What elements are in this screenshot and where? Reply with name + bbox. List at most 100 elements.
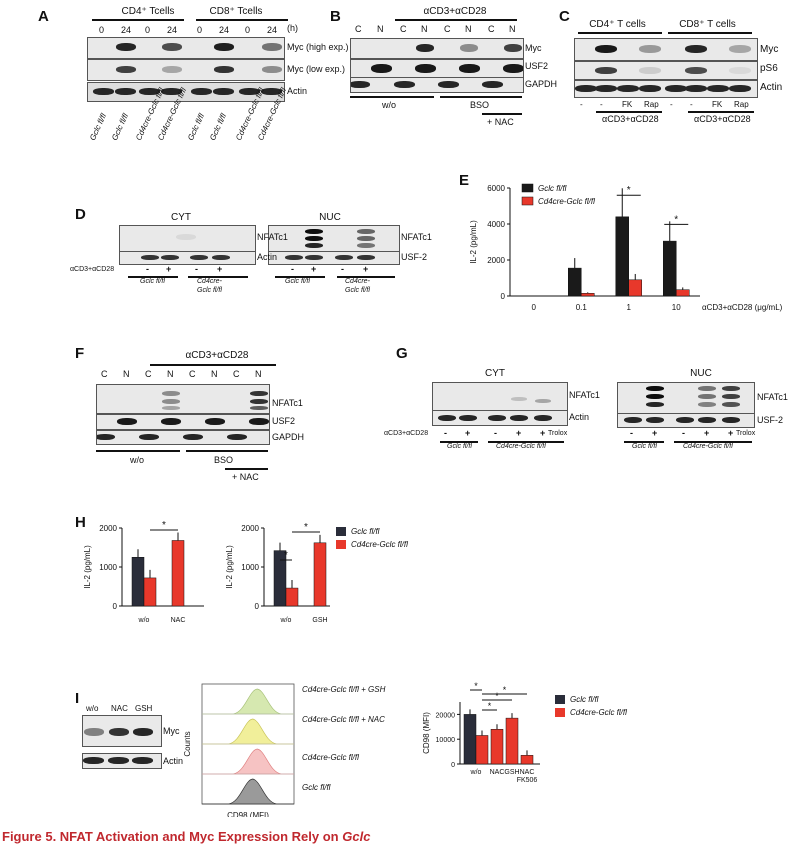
blot-band	[212, 255, 230, 260]
panel-d-sign-nuc-1: +	[311, 264, 317, 274]
blot-band	[305, 243, 323, 248]
blot-band	[624, 417, 642, 423]
panel-f-stim: αCD3+αCD28	[185, 350, 249, 361]
blot-band	[698, 417, 716, 423]
panel-g-g2-cyt: Cd4cre-Gclc fl/fl	[496, 443, 546, 450]
panel-a-group2: CD8⁺ Tcells	[209, 6, 263, 17]
blot-band	[262, 66, 282, 73]
panel-h1-x-tick-label: w/o	[138, 617, 150, 624]
blot-band	[133, 728, 153, 736]
blot-band	[162, 406, 180, 410]
panel-i-label: I	[75, 690, 80, 707]
panel-h-chart-1: 0 1000 2000 IL-2 (pg/mL) w/o NAC *	[83, 520, 204, 624]
blot-band	[161, 418, 181, 425]
panel-d-row-nuc-usf: USF-2	[401, 252, 428, 262]
panel-i-y-label: CD98 (MFI)	[422, 712, 431, 754]
panel-h1-sig-star: *	[162, 520, 166, 531]
panel-f-lane-1: N	[123, 369, 130, 379]
blot-band	[535, 399, 551, 403]
blot-band	[459, 64, 480, 73]
blot-band	[109, 728, 129, 736]
panel-i-bar	[475, 735, 489, 765]
panel-e-x-tick-label: 0	[532, 303, 537, 312]
panel-c-blot-actin	[574, 80, 758, 98]
panel-i-row-myc: Myc	[163, 726, 180, 736]
panel-i-bar	[463, 714, 477, 765]
panel-g-sign-cyt-3: +	[516, 428, 522, 438]
panel-e-y-tick-label: 4000	[487, 220, 505, 229]
blot-band	[250, 406, 268, 410]
blot-band	[262, 43, 282, 51]
blot-band	[176, 234, 196, 240]
blot-band	[84, 728, 104, 736]
panel-d-stim: αCD3+αCD28	[70, 266, 115, 273]
panel-h1-x-tick-label: NAC	[171, 617, 186, 624]
blot-band	[698, 394, 716, 399]
panel-f-lane-7: N	[255, 369, 262, 379]
blot-band	[285, 255, 303, 260]
blot-band	[639, 45, 661, 53]
blot-band	[183, 434, 203, 440]
blot-band	[141, 255, 159, 260]
panel-b-lane-2: C	[400, 24, 407, 34]
blot-band	[722, 386, 740, 391]
blot-band	[646, 386, 664, 391]
blot-band	[357, 229, 375, 234]
panel-g-trolox-nuc: Trolox	[736, 430, 756, 437]
panel-d-sign-nuc-0: -	[291, 264, 294, 274]
panel-b-lane-4: C	[444, 24, 451, 34]
panel-b-lane-1: N	[377, 24, 384, 34]
blot-band	[685, 85, 707, 92]
blot-band	[205, 418, 225, 425]
panel-h2-sig-star: *	[304, 522, 308, 533]
panel-e-y-tick-label: 0	[501, 292, 506, 301]
panel-i-x-tick-label: w/o	[470, 769, 482, 776]
panel-c-row-ps6: pS6	[760, 63, 778, 74]
panel-i-lane-0: w/o	[86, 704, 99, 713]
blot-band	[394, 81, 415, 88]
panel-b-blot-gapdh	[350, 77, 524, 93]
caption-prefix: Figure 5. NFAT Activation and Myc Expres…	[2, 829, 343, 844]
blot-band	[305, 229, 323, 234]
panel-i-blot-myc	[82, 715, 162, 747]
panel-f-cond-wo: w/o	[130, 455, 145, 465]
panel-c-lane-0: -	[580, 100, 583, 109]
panel-d-blot-nuc-nfat	[268, 225, 400, 252]
blot-band	[722, 394, 740, 399]
blot-band	[729, 85, 751, 92]
panel-i-cd98-label: CD98 (MFI)	[227, 811, 269, 817]
panel-f-blot-usf2	[96, 414, 270, 430]
panel-h-legend-2: Cd4cre-Gclc fl/fl	[351, 540, 408, 549]
panel-a-genotype-5: Gclc fl/fl	[208, 112, 229, 142]
panel-h-legend-1: Gclc fl/fl	[351, 527, 380, 536]
panel-g-g2-nuc: Cd4cre-Gclc fl/fl	[683, 443, 733, 450]
panel-c-lane-4: -	[670, 100, 673, 109]
panel-d-g2a-cyt: Cd4cre-	[197, 278, 222, 285]
panel-d-sign-cyt-1: +	[166, 264, 172, 274]
panel-f-row-gapdh: GAPDH	[272, 432, 305, 442]
blot-band	[357, 236, 375, 241]
blot-band	[97, 434, 115, 440]
panel-i-lane-2: GSH	[135, 704, 153, 713]
panel-e-label: E	[459, 172, 470, 189]
panel-h2-x-tick-label: GSH	[312, 617, 327, 624]
panel-b-blot-usf2	[350, 59, 524, 78]
blot-band	[595, 67, 617, 74]
panel-b-label: B	[330, 8, 341, 25]
panel-d-row-cyt-actin: Actin	[257, 252, 278, 262]
panel-i-legend-1: Gclc fl/fl	[570, 695, 599, 704]
panel-i-hist-label: Gclc fl/fl	[302, 783, 331, 792]
panel-a-time-4: 0	[197, 25, 203, 35]
panel-c-lane-1: -	[600, 100, 603, 109]
panel-i-bar	[520, 755, 534, 765]
blot-band	[646, 394, 664, 399]
blot-band	[416, 44, 434, 52]
panel-i-blot-actin	[82, 753, 162, 769]
panel-i-hist-peak	[202, 748, 294, 775]
panel-g-sign-cyt-1: +	[465, 428, 471, 438]
panel-h2-y-tick-label: 0	[255, 602, 260, 611]
panel-c-blot-myc	[574, 38, 758, 61]
panel-g-blot-cyt-actin	[432, 410, 568, 426]
panel-h2-y-tick-label: 1000	[241, 563, 259, 572]
panel-e-x-label: αCD3+αCD28 (μg/mL)	[702, 303, 783, 312]
